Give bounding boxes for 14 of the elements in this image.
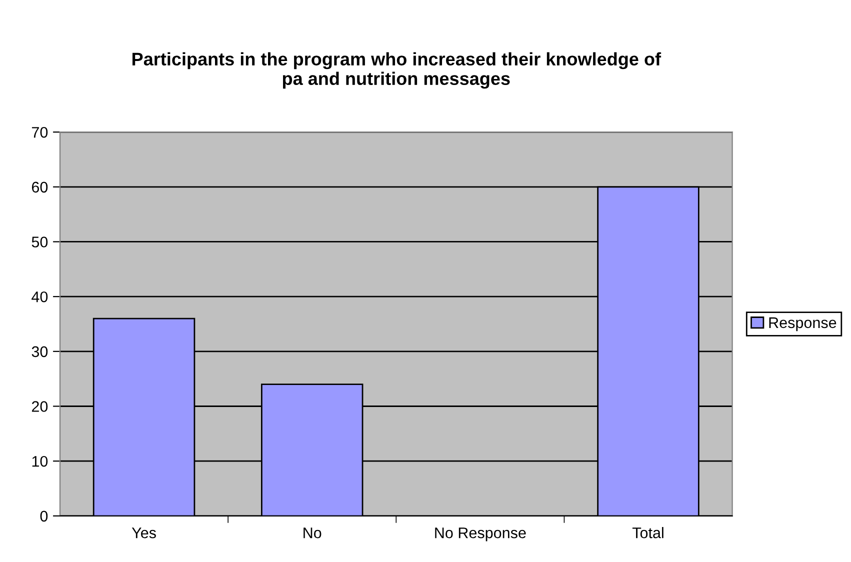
y-tick-label: 40 (32, 291, 48, 302)
y-tick-label: 70 (32, 126, 48, 138)
x-tick-label: Total (632, 527, 664, 538)
x-tick-label: No (304, 528, 322, 538)
y-tick-label: 50 (32, 236, 48, 248)
y-tick-label: 20 (32, 401, 48, 412)
y-tick-label: 0 (40, 510, 48, 522)
y-tick-label: 60 (32, 182, 48, 193)
legend-label: Response (769, 317, 836, 332)
y-tick-label: 10 (32, 456, 48, 467)
y-tick-label: 30 (32, 346, 48, 358)
x-tick-label: Yes (132, 528, 156, 538)
chart-title: Participants in the program who increased their knowledge of pa and nutrition messages (132, 52, 662, 89)
x-tick-label: No Response (435, 528, 526, 542)
